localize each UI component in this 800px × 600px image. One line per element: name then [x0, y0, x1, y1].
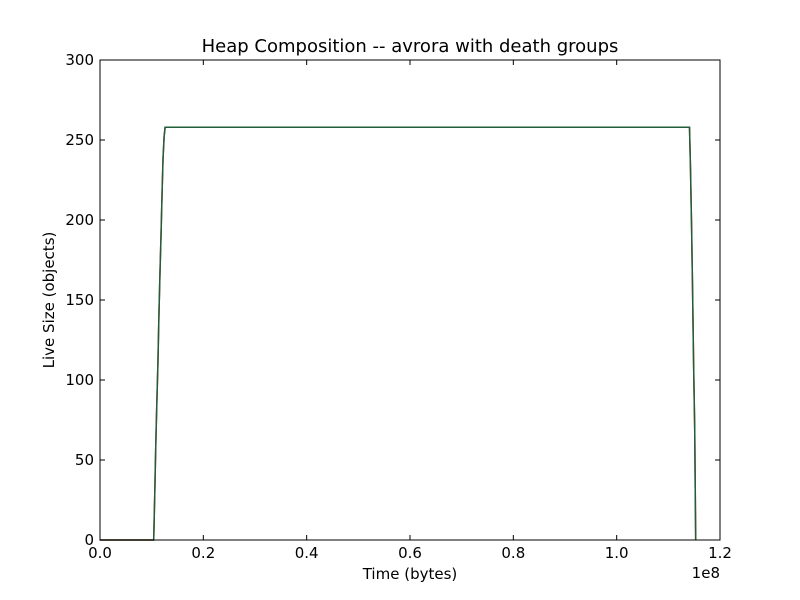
y-tick-label: 300: [65, 51, 94, 69]
x-tick-label: 0.8: [501, 544, 525, 562]
y-tick-label: 50: [75, 451, 94, 469]
plot-frame: [99, 59, 721, 541]
x-tick-label: 0.2: [191, 544, 215, 562]
series-line-2: [100, 126, 697, 541]
y-tick-label: 100: [65, 371, 94, 389]
chart-title: Heap Composition -- avrora with death gr…: [202, 36, 619, 57]
y-tick-label: 200: [65, 211, 94, 229]
plot-area: [100, 126, 697, 541]
y-tick-label: 150: [65, 291, 94, 309]
x-tick-label: 0.4: [295, 544, 319, 562]
x-tick-label: 0.6: [398, 544, 422, 562]
y-tick-label: 250: [65, 131, 94, 149]
y-tick-label: 0: [84, 531, 94, 549]
series-line-1: [100, 126, 697, 541]
x-tick-label: 1.0: [605, 544, 629, 562]
x-tick-label: 0.0: [88, 544, 112, 562]
y-axis-label: Live Size (objects): [40, 232, 58, 369]
x-tick-label: 1.2: [708, 544, 732, 562]
axis-ticks: 0.0 0.2 0.4 0.6 0.8 1.0 1.2 0 50 100 150 200 250 300: [65, 51, 732, 562]
x-axis-label: Time (bytes): [362, 565, 458, 583]
x-axis-scale-label: 1e8: [692, 564, 720, 582]
